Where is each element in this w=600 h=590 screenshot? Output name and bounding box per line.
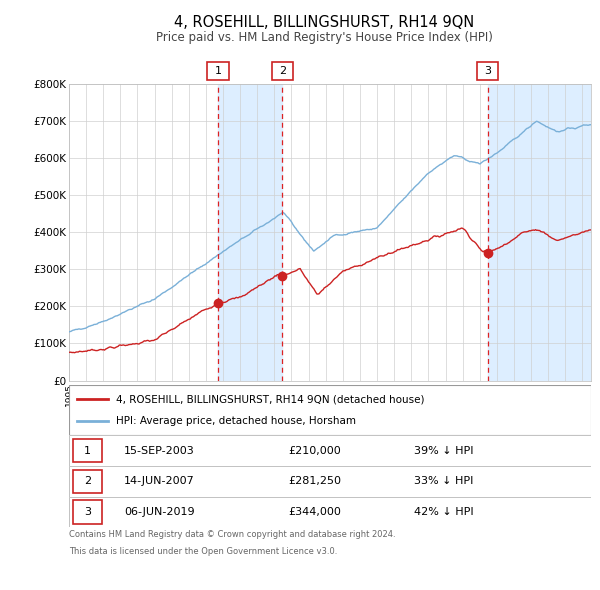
Text: £281,250: £281,250: [288, 477, 341, 486]
Text: 4, ROSEHILL, BILLINGSHURST, RH14 9QN: 4, ROSEHILL, BILLINGSHURST, RH14 9QN: [174, 15, 474, 30]
Text: 14-JUN-2007: 14-JUN-2007: [124, 477, 194, 486]
Text: 1: 1: [215, 67, 221, 76]
FancyBboxPatch shape: [73, 500, 102, 524]
Text: 2: 2: [278, 67, 286, 76]
FancyBboxPatch shape: [477, 63, 498, 80]
FancyBboxPatch shape: [73, 470, 102, 493]
Text: £210,000: £210,000: [288, 446, 341, 455]
Text: This data is licensed under the Open Government Licence v3.0.: This data is licensed under the Open Gov…: [69, 547, 337, 556]
Text: 3: 3: [84, 507, 91, 517]
Text: HPI: Average price, detached house, Horsham: HPI: Average price, detached house, Hors…: [116, 417, 356, 427]
Text: 33% ↓ HPI: 33% ↓ HPI: [413, 477, 473, 486]
Bar: [488, 84, 591, 381]
Text: 4, ROSEHILL, BILLINGSHURST, RH14 9QN (detached house): 4, ROSEHILL, BILLINGSHURST, RH14 9QN (de…: [116, 394, 424, 404]
Text: 2: 2: [84, 477, 91, 486]
FancyBboxPatch shape: [73, 439, 102, 463]
FancyBboxPatch shape: [208, 63, 229, 80]
Text: 39% ↓ HPI: 39% ↓ HPI: [413, 446, 473, 455]
Text: Contains HM Land Registry data © Crown copyright and database right 2024.: Contains HM Land Registry data © Crown c…: [69, 530, 395, 539]
FancyBboxPatch shape: [272, 63, 293, 80]
Text: 3: 3: [484, 67, 491, 76]
Text: Price paid vs. HM Land Registry's House Price Index (HPI): Price paid vs. HM Land Registry's House …: [155, 31, 493, 44]
Text: £344,000: £344,000: [288, 507, 341, 517]
Bar: [218, 84, 282, 381]
Text: 1: 1: [84, 446, 91, 455]
Text: 42% ↓ HPI: 42% ↓ HPI: [413, 507, 473, 517]
Text: 06-JUN-2019: 06-JUN-2019: [124, 507, 194, 517]
Text: 15-SEP-2003: 15-SEP-2003: [124, 446, 194, 455]
